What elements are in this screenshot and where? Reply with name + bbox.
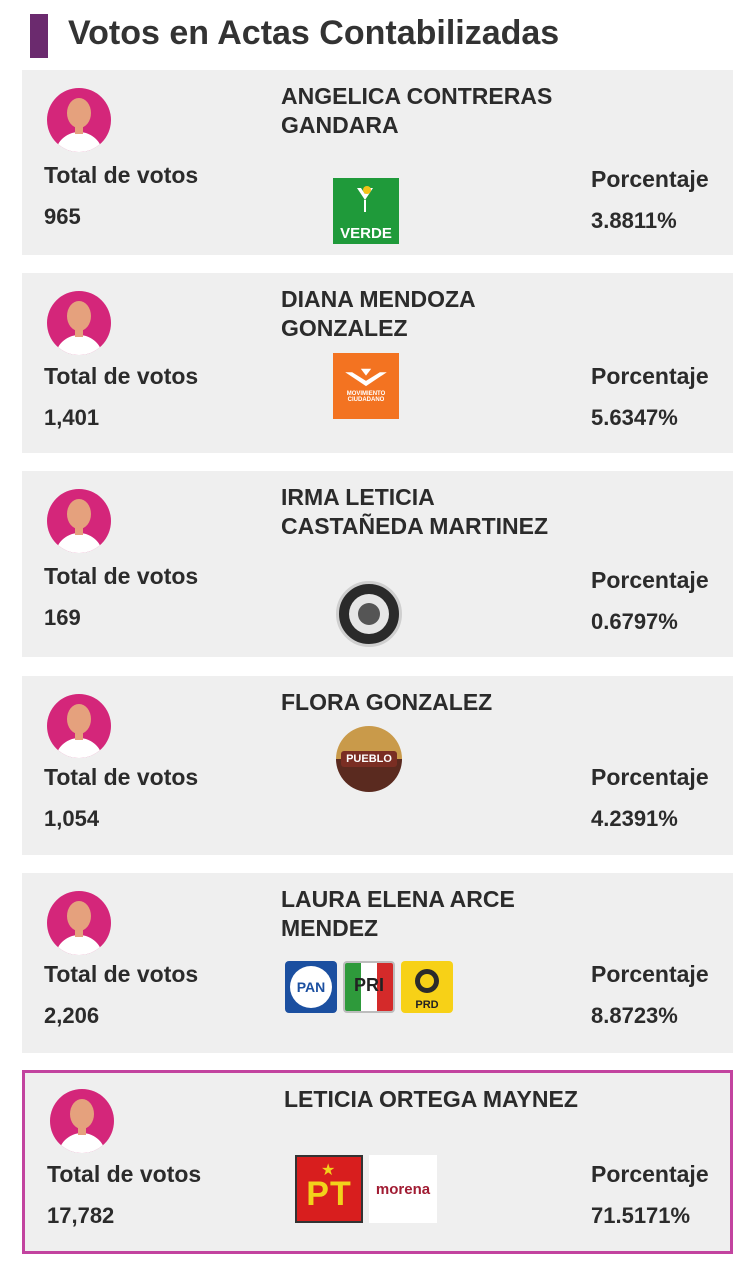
avatar-icon: [47, 891, 111, 955]
pri-party-logo-icon: PRI: [343, 961, 395, 1013]
pt-party-logo-icon: ★ PT: [295, 1155, 363, 1223]
total-votes-value: 965: [44, 204, 81, 229]
candidate-name: FLORA GONZALEZ: [281, 689, 493, 715]
percent-label: Porcentaje: [591, 567, 709, 593]
avatar-icon: [50, 1089, 114, 1153]
percent-label: Porcentaje: [591, 764, 709, 790]
candidate-name: LETICIA ORTEGA MAYNEZ: [284, 1086, 578, 1112]
page-title: Votos en Actas Contabilizadas: [68, 14, 560, 52]
candidate-card[interactable]: Total de votos 169 IRMA LETICIA CASTAÑED…: [22, 471, 733, 657]
total-votes-value: 1,401: [44, 405, 100, 430]
percent-label: Porcentaje: [591, 166, 709, 192]
total-votes-value: 1,054: [44, 806, 100, 831]
avatar-icon: [47, 694, 111, 758]
percent-value: 5.6347%: [591, 405, 678, 430]
movimiento-ciudadano-logo-icon: MOVIMIENTO CIUDADANO: [333, 353, 399, 419]
pueblo-party-logo-icon: PUEBLO: [336, 726, 402, 792]
percent-label: Porcentaje: [591, 1161, 709, 1187]
independent-seal-logo-icon: [336, 581, 402, 647]
percent-value: 4.2391%: [591, 806, 678, 831]
prd-party-logo-icon: PRD: [401, 961, 453, 1013]
avatar-icon: [47, 291, 111, 355]
candidate-card[interactable]: Total de votos 2,206 LAURA ELENA ARCE ME…: [22, 873, 733, 1053]
total-votes-value: 169: [44, 605, 81, 630]
pan-party-logo-icon: PAN: [285, 961, 337, 1013]
candidate-card[interactable]: Total de votos 1,054 FLORA GONZALEZ PUEB…: [22, 676, 733, 855]
total-votes-value: 17,782: [47, 1203, 115, 1228]
avatar-icon: [47, 489, 111, 553]
verde-party-logo-icon: VERDE: [333, 178, 399, 244]
percent-value: 8.8723%: [591, 1003, 678, 1028]
total-votes-value: 2,206: [44, 1003, 100, 1028]
total-votes-label: Total de votos: [44, 961, 199, 987]
percent-value: 3.8811%: [591, 208, 677, 233]
page-header: Votos en Actas Contabilizadas: [0, 0, 743, 70]
title-accent-bar: [30, 14, 48, 58]
morena-party-logo-icon: morena: [369, 1155, 437, 1223]
candidate-name: ANGELICA CONTRERAS GANDARA: [281, 83, 553, 138]
percent-label: Porcentaje: [591, 363, 709, 389]
candidate-name: LAURA ELENA ARCE MENDEZ: [281, 886, 515, 941]
percent-label: Porcentaje: [591, 961, 709, 987]
total-votes-label: Total de votos: [44, 162, 199, 188]
candidate-card[interactable]: Total de votos 965 ANGELICA CONTRERAS GA…: [22, 70, 733, 255]
percent-value: 0.6797%: [591, 609, 678, 634]
percent-value: 71.5171%: [591, 1203, 691, 1228]
candidate-card[interactable]: Total de votos 1,401 DIANA MENDOZA GONZA…: [22, 273, 733, 453]
total-votes-label: Total de votos: [44, 764, 199, 790]
total-votes-label: Total de votos: [47, 1161, 202, 1187]
candidate-card-leading[interactable]: Total de votos 17,782 LETICIA ORTEGA MAY…: [22, 1070, 733, 1254]
total-votes-label: Total de votos: [44, 363, 199, 389]
candidate-name: DIANA MENDOZA GONZALEZ: [281, 286, 475, 341]
avatar-icon: [47, 88, 111, 152]
candidate-name: IRMA LETICIA CASTAÑEDA MARTINEZ: [281, 484, 549, 539]
total-votes-label: Total de votos: [44, 563, 199, 589]
